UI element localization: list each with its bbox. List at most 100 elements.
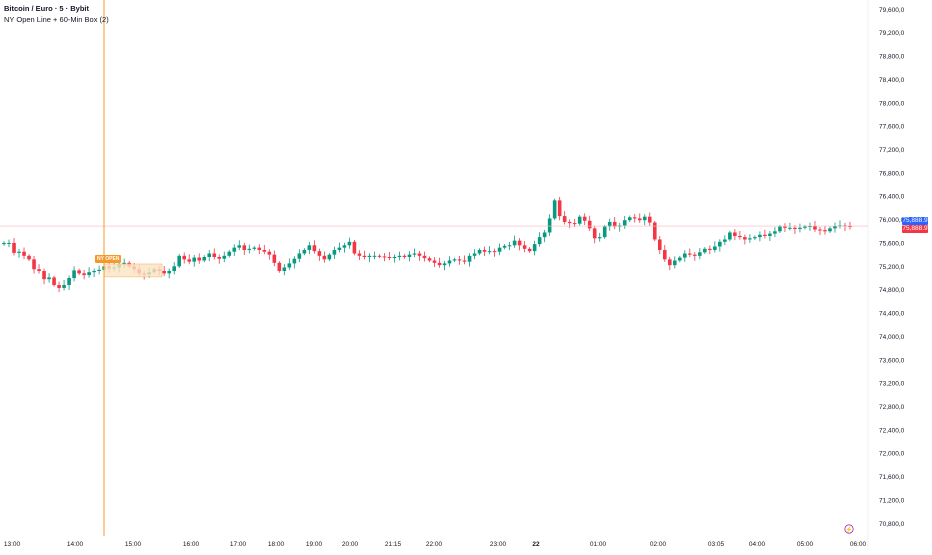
candle-body: [387, 256, 392, 258]
candle-body: [242, 245, 247, 250]
candle-body: [768, 233, 772, 236]
candle-body: [808, 226, 812, 228]
candle-body: [362, 255, 367, 257]
y-tick-label: 73,600,0: [879, 357, 905, 364]
x-tick-label: 01:00: [590, 541, 607, 548]
candle-body: [552, 200, 557, 219]
candle-body: [738, 235, 742, 238]
candle-body: [567, 221, 572, 224]
x-tick-label: 22:00: [426, 541, 443, 548]
y-tick-label: 72,400,0: [879, 427, 905, 434]
candle-body: [432, 260, 437, 263]
x-tick-label: 21:15: [385, 541, 402, 548]
candle-body: [237, 245, 242, 248]
candle-body: [632, 217, 637, 219]
x-tick-label: 19:00: [306, 541, 323, 548]
candle-body: [252, 247, 257, 249]
y-tick-label: 75,200,0: [879, 264, 905, 271]
candle-body: [577, 216, 582, 224]
candle-body: [322, 255, 327, 260]
x-tick-label: 18:00: [268, 541, 285, 548]
x-tick-label: 15:00: [125, 541, 142, 548]
candle-body: [592, 228, 597, 239]
candle-body: [652, 222, 657, 240]
candle-body: [667, 259, 672, 266]
x-tick-label: 17:00: [230, 541, 247, 548]
candle-body: [302, 249, 307, 254]
candle-body: [427, 258, 432, 261]
y-tick-label: 78,800,0: [879, 54, 905, 61]
candle-body: [597, 237, 602, 239]
candle-body: [287, 263, 292, 268]
candle-body: [587, 220, 592, 229]
candle-body: [447, 260, 452, 264]
x-tick-label: 04:00: [749, 541, 766, 548]
x-tick-label: 22: [532, 541, 540, 548]
candle-body: [477, 249, 482, 254]
y-tick-label: 71,200,0: [879, 497, 905, 504]
candle-body: [467, 255, 472, 262]
candle-body: [778, 226, 782, 232]
candle-body: [407, 254, 412, 257]
candle-body: [282, 267, 287, 272]
candle-body: [522, 245, 527, 249]
y-tick-label: 77,200,0: [879, 147, 905, 154]
candle-body: [332, 249, 337, 255]
candle-body: [693, 254, 697, 256]
x-tick-label: 14:00: [67, 541, 84, 548]
y-tick-label: 73,200,0: [879, 381, 905, 388]
candle-body: [677, 257, 682, 261]
candle-body: [537, 237, 542, 245]
candle-body: [367, 255, 372, 257]
y-tick-label: 74,400,0: [879, 311, 905, 318]
candle-body: [848, 226, 852, 228]
candle-body: [347, 241, 352, 246]
candle-body: [547, 218, 552, 233]
candle-body: [197, 257, 202, 261]
ny-open-label: NY OPEN: [95, 255, 122, 263]
candle-body: [527, 248, 532, 252]
candle-body: [763, 234, 767, 236]
candle-body: [217, 256, 222, 259]
candle-body: [247, 248, 252, 250]
candle-body: [532, 244, 537, 252]
candle-body: [342, 245, 347, 248]
candle-body: [562, 216, 567, 222]
candle-body: [87, 272, 91, 276]
y-tick-label: 75,600,0: [879, 240, 905, 247]
x-tick-label: 03:05: [708, 541, 725, 548]
candle-body: [207, 253, 212, 257]
x-tick-label: 02:00: [650, 541, 667, 548]
candle-body: [377, 255, 382, 257]
y-tick-label: 78,000,0: [879, 100, 905, 107]
candle-body: [22, 251, 26, 256]
candle-body: [187, 259, 192, 262]
current-price-badge: 75,888.9: [902, 217, 928, 226]
y-tick-label: 71,600,0: [879, 474, 905, 481]
candle-body: [37, 269, 41, 272]
candle-body: [372, 255, 377, 257]
candle-body: [688, 253, 692, 255]
candle-body: [402, 255, 407, 257]
candle-body: [182, 255, 187, 260]
y-tick-label: 76,000,0: [879, 217, 905, 224]
symbol-title[interactable]: Bitcoin / Euro · 5 · Bybit: [4, 4, 90, 13]
y-tick-label: 70,800,0: [879, 521, 905, 528]
candle-body: [57, 285, 61, 288]
candle-body: [327, 254, 332, 260]
candle-body: [262, 249, 267, 252]
legend: Bitcoin / Euro · 5 · Bybit NY Open Line …: [4, 4, 109, 25]
candle-body: [272, 254, 277, 263]
y-tick-label: 72,800,0: [879, 404, 905, 411]
candle-body: [417, 253, 422, 256]
candle-body: [317, 251, 322, 256]
candle-body: [612, 221, 617, 227]
indicator-label[interactable]: NY Open Line + 60-Min Box (2): [4, 15, 109, 24]
candle-body: [622, 220, 627, 226]
candle-body: [457, 259, 462, 261]
candle-body: [172, 266, 177, 272]
candle-body: [713, 246, 717, 250]
candle-body: [382, 256, 387, 258]
